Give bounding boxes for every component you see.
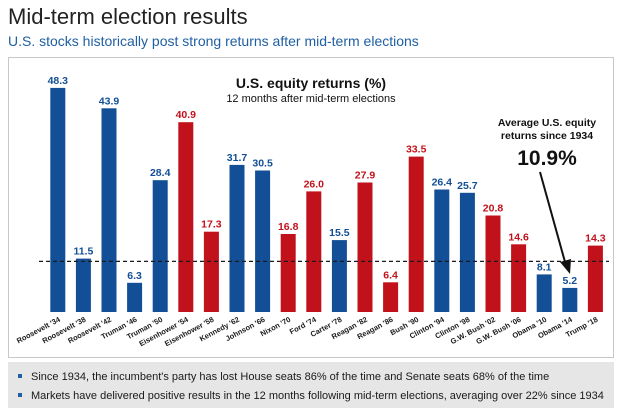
value-label-9: 16.8 — [278, 221, 299, 233]
value-label-16: 25.7 — [457, 180, 478, 192]
annotation-line1: Average U.S. equity — [498, 117, 596, 129]
footer-note-1: Since 1934, the incumbent's party has lo… — [18, 371, 549, 383]
bar-0 — [50, 87, 66, 313]
bar-11 — [331, 240, 347, 312]
value-label-5: 40.9 — [176, 109, 197, 121]
bar-20 — [562, 287, 578, 312]
value-label-18: 14.6 — [508, 231, 529, 243]
value-label-15: 26.4 — [432, 177, 453, 189]
value-label-11: 15.5 — [329, 227, 350, 239]
value-label-14: 33.5 — [406, 144, 427, 156]
bar-16 — [459, 192, 475, 312]
value-label-13: 6.4 — [383, 269, 398, 281]
bullet-icon — [18, 374, 22, 379]
value-label-10: 26.0 — [304, 178, 325, 190]
value-label-3: 6.3 — [127, 270, 142, 282]
value-label-17: 20.8 — [483, 203, 504, 215]
bullet-icon — [18, 393, 22, 398]
bar-12 — [357, 182, 373, 312]
bar-19 — [536, 274, 552, 312]
page-title: Mid-term election results — [8, 4, 248, 29]
bar-2 — [101, 108, 117, 312]
bar-17 — [485, 215, 501, 312]
bar-series — [50, 87, 603, 313]
bar-21 — [587, 245, 603, 312]
bar-7 — [229, 164, 245, 312]
value-label-7: 31.7 — [227, 152, 248, 164]
returns-chart: U.S. equity returns (%) 12 months after … — [15, 75, 609, 348]
annotation-value: 10.9% — [517, 147, 577, 170]
footer-note-2-text: Markets have delivered positive results … — [31, 390, 604, 402]
chart-panel: U.S. equity returns (%) 12 months after … — [8, 57, 614, 358]
bar-6 — [203, 231, 219, 312]
bar-15 — [434, 189, 450, 312]
footer-note-2: Markets have delivered positive results … — [18, 390, 604, 402]
annotation-arrowhead — [560, 259, 571, 274]
bar-3 — [127, 282, 143, 312]
bar-10 — [306, 191, 322, 312]
chart-subtitle: 12 months after mid-term elections — [226, 93, 396, 105]
value-label-19: 8.1 — [537, 261, 552, 273]
bar-14 — [408, 156, 424, 312]
chart-title: U.S. equity returns (%) — [236, 75, 386, 91]
annotation-line2: returns since 1934 — [501, 130, 593, 142]
footer-note-1-text: Since 1934, the incumbent's party has lo… — [31, 371, 550, 383]
value-label-12: 27.9 — [355, 170, 376, 182]
value-label-1: 11.5 — [73, 246, 93, 258]
bar-5 — [178, 122, 194, 312]
bar-8 — [255, 170, 271, 312]
page-subtitle: U.S. stocks historically post strong ret… — [8, 33, 419, 49]
value-label-21: 14.3 — [585, 233, 606, 245]
bar-1 — [75, 258, 91, 312]
annotation-arrow — [539, 171, 566, 263]
value-label-20: 5.2 — [562, 275, 577, 287]
footer-notes: Since 1934, the incumbent's party has lo… — [8, 362, 614, 408]
bar-9 — [280, 234, 296, 312]
value-labels: 48.3 11.5 43.9 6.3 28.4 40.9 17.3 31.7 30.5 16.8 2… — [48, 75, 606, 287]
value-label-4: 28.4 — [150, 167, 171, 179]
bar-4 — [152, 180, 168, 312]
value-label-0: 48.3 — [48, 75, 69, 87]
value-label-8: 30.5 — [252, 158, 273, 170]
bar-13 — [383, 282, 399, 312]
value-label-2: 43.9 — [99, 95, 120, 107]
bar-18 — [511, 244, 527, 312]
value-label-6: 17.3 — [201, 219, 222, 231]
